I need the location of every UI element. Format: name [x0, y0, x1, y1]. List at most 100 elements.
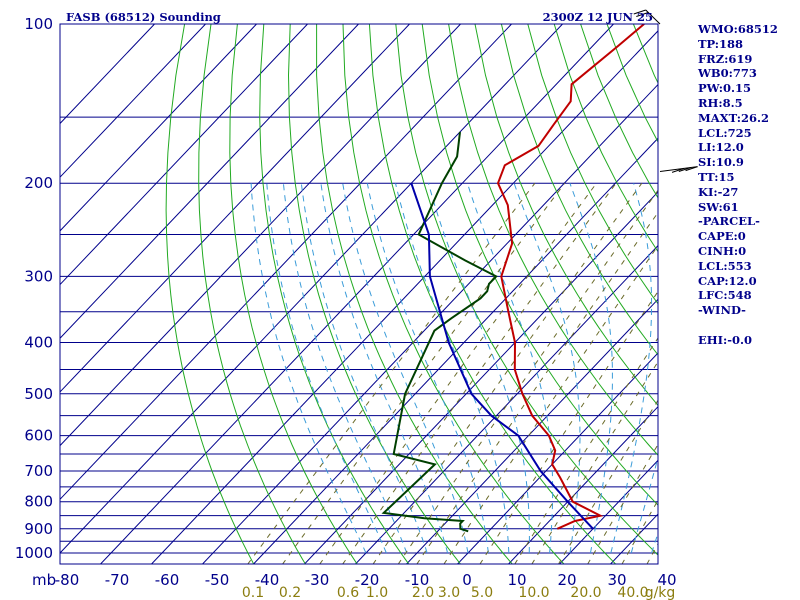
mixing-ratio-line [416, 211, 658, 564]
dry-adiabat [474, 24, 658, 407]
mixing-ratio-line [397, 189, 658, 564]
temperature-tick-label: 10 [507, 571, 526, 589]
mixing-ratio-grid [247, 182, 658, 564]
index-line: WB0:773 [698, 66, 757, 81]
dry-adiabat [165, 24, 255, 564]
isotherm-grid [60, 24, 658, 564]
isotherm-line [406, 298, 658, 564]
isotherm-line [60, 24, 410, 393]
dry-adiabat-grid [165, 24, 658, 564]
isotherm-line [60, 24, 155, 125]
temperature-tick-label: -20 [355, 571, 380, 589]
moist-adiabat [569, 183, 613, 554]
index-line: LFC:548 [698, 288, 752, 303]
temperature-tick-label: -30 [305, 571, 330, 589]
mixing-ratio-line [282, 182, 566, 564]
index-line: CAPE:0 [698, 229, 746, 244]
wind-barb-feather [671, 167, 685, 173]
wind-barb-feather [685, 166, 698, 172]
isotherm-line [60, 24, 461, 447]
wind-barb-staff [659, 166, 698, 172]
moist-adiabat [366, 183, 489, 554]
index-line: WMO:68512 [698, 22, 778, 36]
index-line: CINH:0 [698, 243, 747, 258]
isotherm-line [60, 24, 206, 178]
wind-barb-feather [678, 166, 691, 172]
index-line: CAP:12.0 [698, 273, 757, 288]
mixing-ratio-label: 5.0 [471, 585, 493, 600]
pressure-tick-label: 1000 [15, 544, 53, 562]
moist-adiabat [282, 183, 408, 554]
temperature-tick-label: -60 [155, 571, 180, 589]
dry-adiabat [342, 24, 565, 564]
moist-adiabat [300, 183, 428, 554]
mixing-ratio-labels: 0.1 0.2 0.6 1.0 2.0 3.0 5.0 10.0 20.0 40.0g/kg [242, 585, 675, 600]
moist-adiabat [395, 183, 510, 554]
dry-adiabat [368, 24, 617, 564]
mixing-ratio-label: 0.6 [337, 585, 359, 600]
isotherm-line [100, 24, 614, 564]
index-line: -PARCEL- [698, 214, 760, 229]
pressure-tick-label: 600 [24, 427, 53, 445]
index-line: SI:10.9 [698, 155, 744, 170]
chart-title: FASB (68512) Sounding [66, 10, 221, 24]
isotherm-line [60, 24, 563, 554]
moist-adiabat [610, 183, 653, 554]
moist-adiabat [630, 455, 658, 554]
index-line: -WIND- [698, 303, 746, 318]
mixing-ratio-line [342, 182, 617, 564]
isotherm-line [151, 30, 658, 564]
temperature-tick-label: -40 [255, 571, 280, 589]
index-line: SW:61 [698, 199, 739, 214]
dry-adiabat [448, 24, 658, 456]
temperature-tick-label: -50 [205, 571, 230, 589]
dry-adiabat [259, 24, 410, 564]
temperature-tick-label: -10 [405, 571, 430, 589]
dry-adiabat [229, 24, 358, 564]
parcel-path [410, 182, 594, 530]
mixing-ratio-label: 3.0 [438, 585, 460, 600]
stability-indices-panel: WMO:68512 TP:188 FRZ:619 WB0:773 PW:0.15 RH:8… [698, 22, 798, 348]
temperature-tick-label: -70 [105, 571, 130, 589]
index-line: PW:0.15 [698, 81, 752, 96]
mixing-ratio-label: 0.2 [279, 585, 301, 600]
temperature-tick-label: 30 [607, 571, 626, 589]
index-line [698, 318, 798, 333]
pressure-tick-label: 100 [24, 15, 53, 33]
dry-adiabat [527, 24, 658, 305]
dry-adiabat [553, 24, 658, 253]
isotherm-line [304, 191, 658, 564]
dry-adiabat [287, 24, 461, 564]
mixing-ratio-label: 20.0 [570, 585, 601, 600]
pressure-tick-label: 300 [24, 267, 53, 285]
index-line: MAXT:26.2 [698, 110, 769, 125]
moist-adiabat [250, 183, 367, 554]
mixing-ratio-line [319, 182, 597, 564]
wind-barb-feather [636, 12, 649, 17]
mixing-ratio-line [247, 182, 536, 564]
index-line: RH:8.5 [698, 95, 743, 110]
moist-adiabat [266, 183, 387, 554]
index-line: TT:15 [698, 169, 735, 184]
mixing-ratio-label: 0.1 [242, 585, 264, 600]
wind-barb-feather [633, 9, 646, 15]
index-line: TP:188 [698, 36, 744, 51]
profile-lines [381, 24, 645, 533]
temperature-tick-label: 40 [657, 571, 676, 589]
mixing-ratio-label: 10.0 [518, 585, 549, 600]
mixing-ratio-line [479, 290, 658, 564]
mixing-ratio-unit: g/kg [645, 585, 676, 600]
pressure-tick-label: 800 [24, 493, 53, 511]
isotherm-line [559, 459, 658, 564]
dry-adiabat [395, 24, 658, 556]
pressure-unit-label: mb [32, 571, 56, 589]
pressure-tick-labels: 100 200 300 400 500 600 700 800 900 1000 [15, 15, 53, 562]
pressure-tick-label: 200 [24, 174, 53, 192]
dry-adiabat [316, 24, 513, 564]
temperature-tick-label: -80 [55, 571, 80, 589]
dry-adiabat [421, 24, 658, 506]
isotherm-line [60, 24, 512, 501]
wind-barb [633, 9, 661, 25]
dry-adiabat [500, 24, 658, 356]
